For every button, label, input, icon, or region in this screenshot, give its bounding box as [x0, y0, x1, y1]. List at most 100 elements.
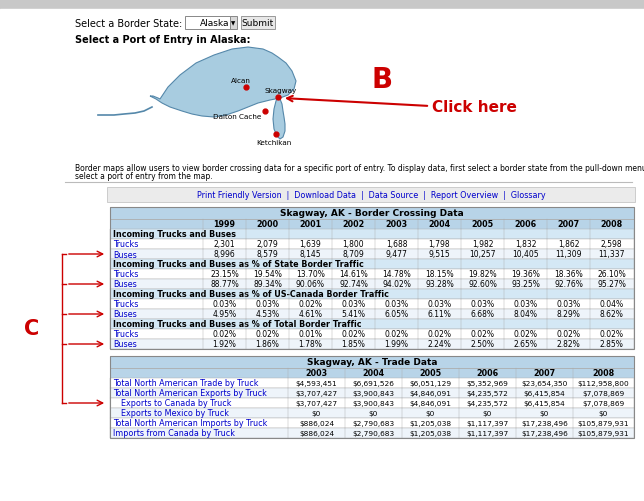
Text: Alaska: Alaska: [200, 20, 229, 29]
Text: Submit: Submit: [242, 20, 274, 29]
Text: ▼: ▼: [231, 22, 235, 27]
Text: $4,235,572: $4,235,572: [466, 390, 508, 396]
Bar: [0, 0, 644, 10]
Text: 10,405: 10,405: [512, 250, 539, 259]
Bar: [110, 329, 634, 339]
Bar: [185, 17, 235, 30]
Text: 2,598: 2,598: [601, 240, 622, 249]
Text: 0.02%: 0.02%: [299, 300, 323, 309]
Text: 92.74%: 92.74%: [339, 280, 368, 289]
Text: Exports to Canada by Truck: Exports to Canada by Truck: [121, 399, 231, 408]
Text: Total North American Trade by Truck: Total North American Trade by Truck: [113, 379, 258, 388]
Text: 90.06%: 90.06%: [296, 280, 325, 289]
Text: 0.02%: 0.02%: [556, 330, 580, 339]
Text: 2005: 2005: [419, 369, 442, 378]
Text: Buses: Buses: [113, 250, 137, 259]
Text: 9,515: 9,515: [429, 250, 450, 259]
Text: 2007: 2007: [533, 369, 556, 378]
Text: 0.02%: 0.02%: [428, 330, 451, 339]
Text: 2001: 2001: [299, 220, 321, 229]
Text: 26.10%: 26.10%: [597, 270, 626, 279]
Text: 1,688: 1,688: [386, 240, 407, 249]
Text: 0.01%: 0.01%: [299, 330, 323, 339]
Text: 1,862: 1,862: [558, 240, 579, 249]
Text: 2008: 2008: [592, 369, 614, 378]
Text: 0.03%: 0.03%: [470, 300, 495, 309]
Text: 6.11%: 6.11%: [428, 310, 451, 319]
Bar: [110, 356, 634, 438]
Text: 1999: 1999: [214, 220, 236, 229]
Text: $7,078,869: $7,078,869: [582, 400, 625, 406]
Text: 1,798: 1,798: [429, 240, 450, 249]
Text: 0.02%: 0.02%: [213, 330, 236, 339]
Text: 8.04%: 8.04%: [513, 310, 538, 319]
Text: 2,079: 2,079: [256, 240, 278, 249]
Text: 1.86%: 1.86%: [256, 340, 279, 349]
Text: 1.78%: 1.78%: [299, 340, 323, 349]
Text: 11,309: 11,309: [555, 250, 582, 259]
Text: 0.03%: 0.03%: [384, 300, 408, 309]
Text: 8,996: 8,996: [214, 250, 235, 259]
Text: 11,337: 11,337: [598, 250, 625, 259]
Text: $5,352,969: $5,352,969: [466, 380, 508, 386]
Text: 0.02%: 0.02%: [256, 330, 279, 339]
Text: 2000: 2000: [256, 220, 279, 229]
Text: Select a Border State:: Select a Border State:: [75, 19, 182, 29]
Text: 5.41%: 5.41%: [341, 310, 366, 319]
Text: $23,654,350: $23,654,350: [521, 380, 568, 386]
Text: $3,707,427: $3,707,427: [296, 400, 337, 406]
Text: $0: $0: [599, 410, 608, 416]
Bar: [110, 300, 634, 310]
Bar: [241, 17, 275, 30]
Text: B: B: [372, 66, 393, 94]
Text: $17,238,496: $17,238,496: [521, 420, 568, 426]
Text: 13.70%: 13.70%: [296, 270, 325, 279]
Text: Trucks: Trucks: [113, 330, 138, 339]
Text: 1,832: 1,832: [515, 240, 536, 249]
Text: 89.34%: 89.34%: [253, 280, 282, 289]
Text: 0.04%: 0.04%: [600, 300, 623, 309]
Text: 9,477: 9,477: [386, 250, 408, 259]
Text: 0.03%: 0.03%: [513, 300, 538, 309]
Text: Skagway: Skagway: [265, 88, 297, 94]
Text: Total North American Exports by Truck: Total North American Exports by Truck: [113, 389, 267, 398]
Text: $886,024: $886,024: [299, 420, 334, 426]
Text: 6.05%: 6.05%: [384, 310, 408, 319]
Text: Ketchikan: Ketchikan: [256, 140, 292, 146]
Text: 2003: 2003: [305, 369, 328, 378]
Text: 92.76%: 92.76%: [554, 280, 583, 289]
Text: 8.62%: 8.62%: [600, 310, 623, 319]
Text: Trucks: Trucks: [113, 300, 138, 309]
Text: 0.03%: 0.03%: [341, 300, 366, 309]
Text: $17,238,496: $17,238,496: [521, 430, 568, 436]
Text: Skagway, AK - Border Crossing Data: Skagway, AK - Border Crossing Data: [280, 209, 464, 218]
Bar: [110, 249, 634, 260]
Text: 1,982: 1,982: [472, 240, 493, 249]
Text: Print Friendly Version  |  Download Data  |  Data Source  |  Report Overview  | : Print Friendly Version | Download Data |…: [196, 191, 545, 200]
Text: Imports from Canada by Truck: Imports from Canada by Truck: [113, 429, 235, 438]
Text: 0.03%: 0.03%: [256, 300, 279, 309]
Bar: [230, 17, 237, 30]
Bar: [110, 408, 634, 418]
Text: $0: $0: [312, 410, 321, 416]
Text: 0.02%: 0.02%: [341, 330, 366, 339]
Bar: [110, 388, 634, 398]
Text: 92.60%: 92.60%: [468, 280, 497, 289]
Text: $0: $0: [483, 410, 492, 416]
Text: $3,900,843: $3,900,843: [352, 400, 395, 406]
Text: Dalton Cache: Dalton Cache: [213, 114, 261, 120]
Text: $6,415,854: $6,415,854: [524, 400, 565, 406]
Text: 2006: 2006: [477, 369, 498, 378]
Text: 88.77%: 88.77%: [210, 280, 239, 289]
Text: $0: $0: [426, 410, 435, 416]
Text: 14.78%: 14.78%: [382, 270, 411, 279]
Text: 2002: 2002: [343, 220, 365, 229]
Bar: [110, 207, 634, 219]
Text: 6.68%: 6.68%: [471, 310, 495, 319]
Text: 93.28%: 93.28%: [425, 280, 454, 289]
Text: 1.85%: 1.85%: [341, 340, 365, 349]
Bar: [110, 319, 634, 329]
Text: 0.03%: 0.03%: [556, 300, 580, 309]
Polygon shape: [273, 98, 285, 140]
Text: $6,691,526: $6,691,526: [352, 380, 394, 386]
